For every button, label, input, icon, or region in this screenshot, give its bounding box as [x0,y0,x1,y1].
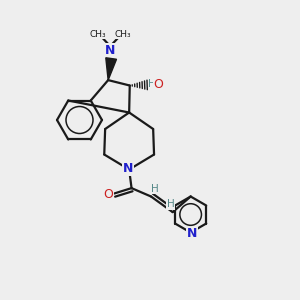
Text: CH₃: CH₃ [90,30,106,39]
Text: O: O [154,78,164,91]
Text: N: N [105,44,116,57]
Text: N: N [187,227,197,240]
Polygon shape [106,58,116,80]
Text: N: N [123,162,134,176]
Text: CH₃: CH₃ [115,30,131,39]
Text: H: H [148,79,156,89]
Text: H: H [167,199,175,209]
Text: O: O [103,188,113,201]
Text: H: H [152,184,159,194]
